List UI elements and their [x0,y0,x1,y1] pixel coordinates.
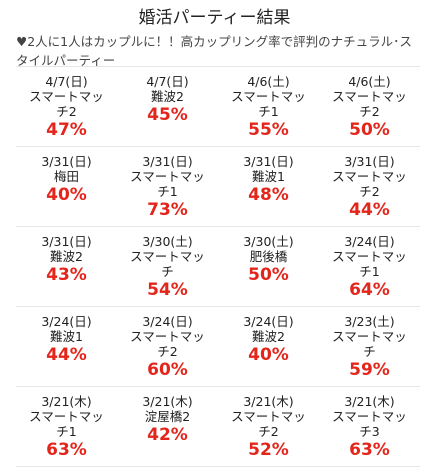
result-venue: 難波2 [252,329,285,344]
coupling-rate: 44% [349,200,390,220]
result-date: 3/21(木) [142,394,193,409]
coupling-rate: 63% [349,440,390,460]
heart-icon: ♥ [16,34,28,49]
result-cell[interactable]: 3/24(日) 難波1 44% [16,307,117,387]
result-venue: 難波1 [50,329,83,344]
coupling-rate: 63% [46,440,87,460]
result-venue: スマートマッチ2 [332,169,407,199]
result-date: 3/24(日) [344,234,395,249]
results-grid: 4/7(日) スマートマッチ2 47% 4/7(日) 難波2 45% 4/6(土) スマートマ… [16,66,420,467]
coupling-rate: 50% [349,120,390,140]
coupling-rate: 40% [248,345,289,365]
result-date: 4/6(土) [247,74,290,89]
result-cell[interactable]: 3/24(日) スマートマッチ1 64% [319,227,420,307]
result-venue: スマートマッチ [130,249,205,279]
result-venue: スマートマッチ2 [130,329,205,359]
result-cell[interactable]: 3/24(日) スマートマッチ2 60% [117,307,218,387]
coupling-rate: 47% [46,120,87,140]
result-cell[interactable]: 3/30(土) 肥後橋 50% [218,227,319,307]
coupling-rate: 45% [147,105,188,125]
result-venue: スマートマッチ [332,329,407,359]
result-date: 3/24(日) [142,314,193,329]
result-cell[interactable]: 3/31(日) 梅田 40% [16,147,117,227]
result-venue: スマートマッチ1 [29,409,104,439]
result-venue: 難波2 [151,89,184,104]
page-title: 婚活パーティー結果 [138,8,291,28]
result-venue: 難波1 [252,169,285,184]
result-venue: スマートマッチ3 [332,409,407,439]
result-cell[interactable]: 3/21(木) スマートマッチ1 63% [16,387,117,467]
result-cell[interactable]: 3/21(木) スマートマッチ3 63% [319,387,420,467]
result-date: 3/21(木) [344,394,395,409]
result-cell[interactable]: 4/7(日) スマートマッチ2 47% [16,67,117,147]
result-date: 3/30(土) [243,234,294,249]
result-cell[interactable]: 3/30(土) スマートマッチ 54% [117,227,218,307]
result-venue: 肥後橋 [249,249,288,264]
result-venue: スマートマッチ1 [332,249,407,279]
result-venue: スマートマッチ2 [29,89,104,119]
result-cell[interactable]: 4/7(日) 難波2 45% [117,67,218,147]
result-cell[interactable]: 3/23(土) スマートマッチ 59% [319,307,420,387]
coupling-rate: 42% [147,425,188,445]
coupling-rate: 60% [147,360,188,380]
result-date: 3/24(日) [243,314,294,329]
result-venue: スマートマッチ1 [231,89,306,119]
result-date: 3/23(土) [344,314,395,329]
result-venue: 梅田 [53,169,79,184]
result-venue: スマートマッチ1 [130,169,205,199]
result-venue: 淀屋橋2 [144,409,191,424]
coupling-rate: 50% [248,265,289,285]
coupling-rate: 54% [147,280,188,300]
result-cell[interactable]: 3/24(日) 難波2 40% [218,307,319,387]
result-date: 3/21(木) [243,394,294,409]
coupling-rate: 55% [248,120,289,140]
result-cell[interactable]: 3/31(日) スマートマッチ1 73% [117,147,218,227]
result-date: 3/30(土) [142,234,193,249]
result-date: 3/24(日) [41,314,92,329]
coupling-rate: 43% [46,265,87,285]
coupling-rate: 48% [248,185,289,205]
result-date: 3/31(日) [243,154,294,169]
result-cell[interactable]: 3/31(日) スマートマッチ2 44% [319,147,420,227]
result-date: 4/7(日) [146,74,189,89]
result-venue: 難波2 [50,249,83,264]
result-venue: スマートマッチ2 [332,89,407,119]
coupling-rate: 44% [46,345,87,365]
result-date: 3/31(日) [41,234,92,249]
result-cell[interactable]: 4/6(土) スマートマッチ2 50% [319,67,420,147]
result-date: 4/7(日) [45,74,88,89]
result-date: 3/21(木) [41,394,92,409]
page-subtitle: ♥2人に1人はカップルに！！高カップリング率で評判のナチュラル･スタイルパーティ… [0,30,429,74]
coupling-rate: 40% [46,185,87,205]
coupling-rate: 52% [248,440,289,460]
coupling-rate: 73% [147,200,188,220]
result-date: 4/6(土) [348,74,391,89]
result-cell[interactable]: 4/6(土) スマートマッチ1 55% [218,67,319,147]
result-cell[interactable]: 3/31(日) 難波2 43% [16,227,117,307]
result-date: 3/31(日) [344,154,395,169]
result-date: 3/31(日) [41,154,92,169]
coupling-rate: 59% [349,360,390,380]
result-cell[interactable]: 3/31(日) 難波1 48% [218,147,319,227]
subtitle-text: 2人に1人はカップルに！！高カップリング率で評判のナチュラル･スタイルパーティー [16,34,412,68]
coupling-rate: 64% [349,280,390,300]
result-date: 3/31(日) [142,154,193,169]
result-venue: スマートマッチ2 [231,409,306,439]
result-cell[interactable]: 3/21(木) スマートマッチ2 52% [218,387,319,467]
result-cell[interactable]: 3/21(木) 淀屋橋2 42% [117,387,218,467]
